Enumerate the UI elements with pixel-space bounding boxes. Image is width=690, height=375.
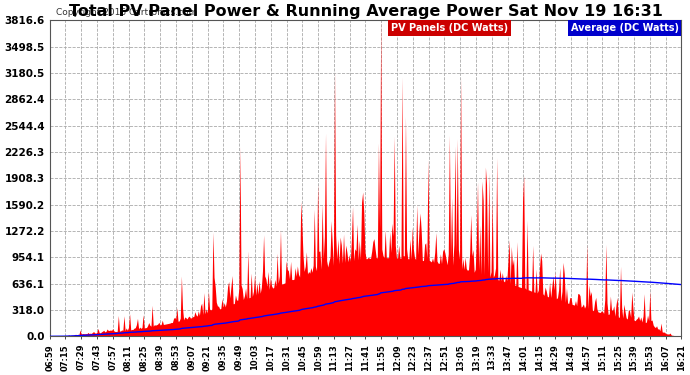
Text: Average (DC Watts): Average (DC Watts) bbox=[571, 23, 678, 33]
Text: PV Panels (DC Watts): PV Panels (DC Watts) bbox=[391, 23, 508, 33]
Text: Copyright 2016 Cartronics.com: Copyright 2016 Cartronics.com bbox=[56, 8, 197, 17]
Title: Total PV Panel Power & Running Average Power Sat Nov 19 16:31: Total PV Panel Power & Running Average P… bbox=[68, 4, 662, 19]
